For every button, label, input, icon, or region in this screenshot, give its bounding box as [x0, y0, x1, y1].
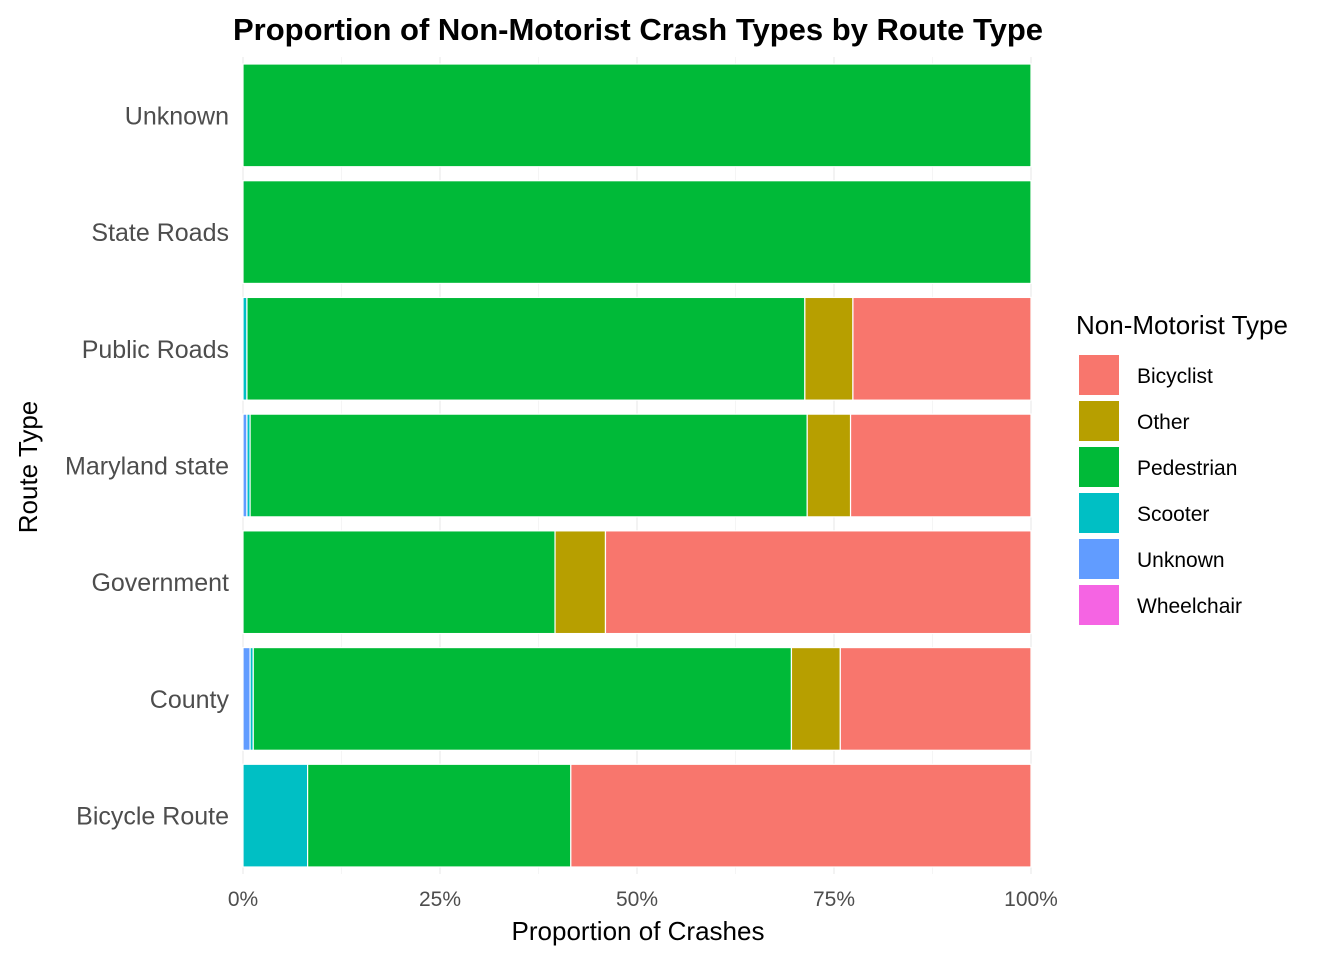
bar-segment-bicyclist: [604, 530, 1032, 635]
bars: [242, 63, 1032, 868]
y-tick-label: Maryland state: [65, 453, 229, 481]
legend-swatch-other: [1079, 401, 1119, 441]
y-tick-label: Bicycle Route: [76, 803, 229, 831]
bar-segment-bicyclist: [852, 296, 1032, 401]
legend-swatch-bicyclist: [1079, 355, 1119, 395]
bar-segment-bicyclist: [570, 763, 1032, 868]
y-tick-label: County: [150, 686, 230, 714]
legend-swatch-pedestrian: [1079, 447, 1119, 487]
bar-segment-pedestrian: [242, 180, 1032, 285]
y-tick-label: Unknown: [125, 102, 229, 130]
bar-segment-pedestrian: [242, 63, 1032, 168]
legend-label-wheelchair: Wheelchair: [1137, 595, 1242, 618]
legend-swatch-scooter: [1079, 493, 1119, 533]
legend: Non-Motorist Type Bicyclist Other Pedestri…: [1076, 310, 1288, 625]
y-tick-label: State Roads: [91, 219, 229, 247]
y-axis-title: Route Type: [13, 401, 43, 534]
legend-label-pedestrian: Pedestrian: [1137, 457, 1237, 480]
bar-segment-pedestrian: [242, 530, 556, 635]
legend-label-bicyclist: Bicyclist: [1137, 365, 1213, 388]
bar-segment-bicyclist: [839, 646, 1032, 751]
x-tick-label: 0%: [228, 888, 258, 911]
bar-segment-other: [554, 530, 607, 635]
bar-segment-bicyclist: [849, 413, 1032, 518]
x-axis-title: Proportion of Crashes: [512, 916, 765, 946]
x-tick-label: 25%: [419, 888, 461, 911]
chart-title: Proportion of Non-Motorist Crash Types b…: [233, 12, 1043, 47]
legend-swatch-unknown: [1079, 539, 1119, 579]
bar-segment-pedestrian: [249, 413, 808, 518]
legend-label-scooter: Scooter: [1137, 503, 1209, 526]
bar-segment-pedestrian: [307, 763, 572, 868]
bar-segment-scooter: [242, 763, 309, 868]
legend-swatch-wheelchair: [1079, 585, 1119, 625]
bar-segment-other: [804, 296, 854, 401]
y-tick-label: Public Roads: [82, 336, 229, 364]
legend-label-other: Other: [1137, 411, 1190, 434]
x-axis-ticks: 0% 25% 50% 75% 100%: [228, 888, 1058, 911]
bar-segment-other: [790, 646, 841, 751]
x-tick-label: 75%: [813, 888, 855, 911]
x-tick-label: 100%: [1004, 888, 1058, 911]
y-tick-label: Government: [91, 569, 229, 597]
bar-segment-pedestrian: [252, 646, 793, 751]
bar-segment-other: [806, 413, 852, 518]
bar-segment-pedestrian: [246, 296, 806, 401]
bar-segment-unknown: [242, 646, 251, 751]
x-tick-label: 50%: [616, 888, 658, 911]
y-axis-labels: Unknown State Roads Public Roads Maryland s…: [65, 102, 229, 830]
legend-label-unknown: Unknown: [1137, 549, 1225, 572]
legend-title: Non-Motorist Type: [1076, 310, 1288, 340]
